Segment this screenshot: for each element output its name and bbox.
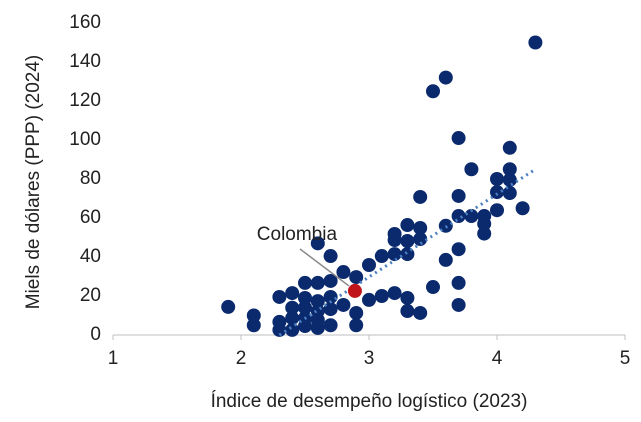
- scatter-point: [336, 297, 351, 312]
- scatter-point: [438, 252, 453, 267]
- scatter-point: [451, 242, 466, 257]
- scatter-point: [464, 162, 479, 177]
- scatter-point: [387, 286, 402, 301]
- scatter-point: [477, 216, 492, 231]
- scatter-point: [310, 236, 325, 251]
- y-tick-label: 160: [69, 12, 101, 33]
- scatter-point: [298, 275, 312, 290]
- x-tick-label: 1: [108, 348, 119, 369]
- scatter-point: [323, 302, 338, 317]
- scatter-point: [323, 249, 338, 264]
- scatter-point: [490, 172, 504, 186]
- scatter-point: [349, 270, 364, 285]
- scatter-point: [285, 300, 300, 315]
- scatter-point: [272, 322, 287, 337]
- scatter-point: [528, 35, 543, 50]
- scatter-point: [426, 84, 440, 99]
- x-tick-label: 5: [620, 348, 631, 369]
- y-tick-label: 60: [80, 207, 101, 228]
- scatter-point: [451, 297, 466, 312]
- y-tick-label: 80: [80, 168, 101, 189]
- scatter-point: [285, 322, 300, 337]
- y-tick-label: 140: [69, 51, 101, 72]
- scatter-point: [374, 289, 389, 303]
- scatter-point: [400, 290, 415, 305]
- scatter-point: [387, 247, 402, 262]
- x-tick-label: 2: [236, 348, 247, 369]
- scatter-point: [400, 234, 415, 249]
- scatter-point: [285, 311, 300, 326]
- scatter-point: [451, 188, 466, 203]
- scatter-point: [502, 186, 517, 201]
- scatter-point: [310, 320, 325, 335]
- scatter-point: [323, 318, 338, 333]
- scatter-point: [272, 289, 287, 304]
- scatter-point: [451, 209, 466, 224]
- scatter-point: [285, 286, 300, 301]
- scatter-point: [502, 162, 517, 177]
- scatter-point: [413, 189, 428, 204]
- scatter-point: [490, 185, 504, 200]
- scatter-point: [310, 294, 325, 309]
- scatter-point: [400, 218, 415, 233]
- y-tick-label: 0: [90, 324, 101, 345]
- scatter-point: [451, 131, 466, 146]
- scatter-point: [502, 140, 517, 155]
- scatter-point: [426, 280, 440, 295]
- scatter-point: [387, 233, 402, 248]
- scatter-point: [413, 305, 428, 320]
- scatter-point: [477, 226, 492, 241]
- scatter-point: [400, 304, 415, 319]
- y-axis-title: Miels de dólares (PPP) (2024): [23, 55, 44, 310]
- x-axis-title: Índice de desempeño logístico (2023): [211, 391, 528, 412]
- scatter-point: [221, 299, 236, 314]
- scatter-point: [323, 273, 338, 288]
- scatter-point: [362, 292, 376, 307]
- scatter-point: [413, 232, 428, 247]
- annotation-label: Colombia: [257, 224, 338, 245]
- x-tick-label: 4: [492, 348, 503, 369]
- annotation-leader: [299, 248, 350, 287]
- scatter-point: [502, 172, 517, 187]
- y-tick-label: 40: [80, 246, 101, 267]
- scatter-point: [413, 220, 428, 235]
- scatter-point: [298, 300, 312, 315]
- y-tick-label: 20: [80, 285, 101, 306]
- scatter-point: [298, 319, 312, 334]
- scatter-point: [515, 201, 530, 216]
- scatter-point: [298, 290, 312, 305]
- scatter-point: [246, 308, 261, 323]
- highlight-point: [347, 283, 362, 298]
- scatter-point: [323, 289, 338, 304]
- scatter-point: [349, 305, 364, 320]
- scatter-point: [400, 247, 415, 262]
- scatter-point: [464, 209, 479, 224]
- scatter-point: [246, 318, 261, 333]
- scatter-point: [374, 249, 389, 264]
- scatter-point: [336, 265, 351, 280]
- scatter-point: [310, 275, 325, 290]
- scatter-point: [490, 203, 504, 218]
- scatter-point: [362, 257, 376, 272]
- x-tick-label: 3: [364, 348, 375, 369]
- y-tick-label: 120: [69, 90, 101, 111]
- scatter-point: [349, 318, 364, 333]
- y-tick-label: 100: [69, 129, 101, 150]
- scatter-point: [451, 275, 466, 290]
- scatter-point: [438, 70, 453, 85]
